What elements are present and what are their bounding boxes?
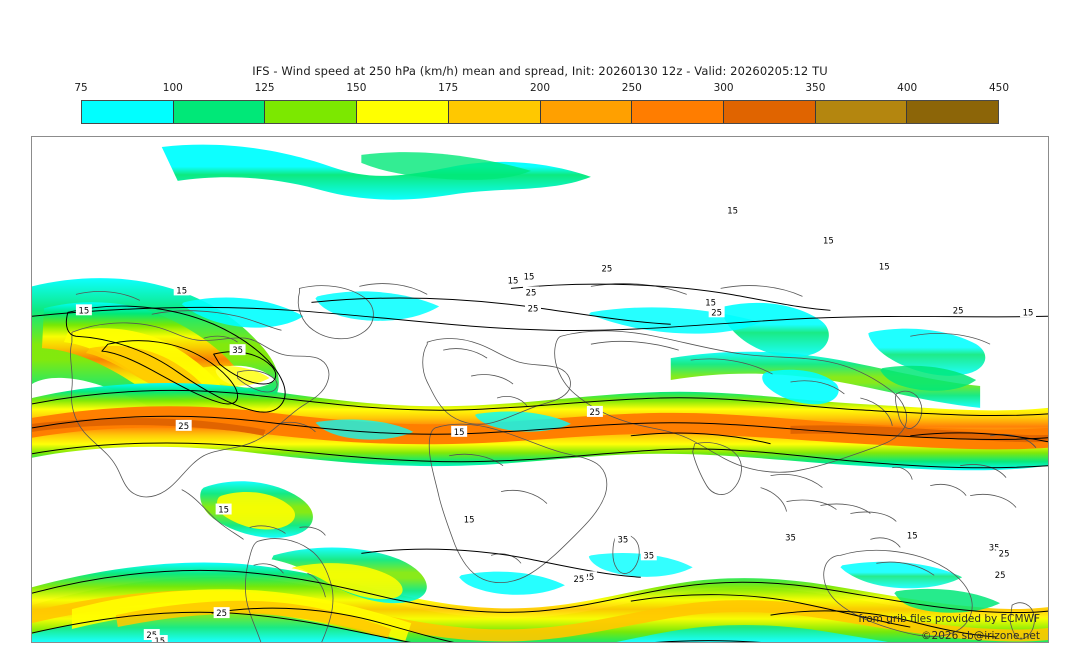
svg-text:25: 25 bbox=[711, 307, 722, 317]
colorbar-tick-100: 100 bbox=[162, 82, 183, 94]
credits-block: from grib files provided by ECMWF ©2026 … bbox=[858, 611, 1040, 644]
colorbar-tick-75: 75 bbox=[74, 82, 88, 94]
colorbar-segment-spring-green bbox=[172, 101, 265, 123]
svg-text:25: 25 bbox=[216, 608, 227, 618]
colorbar-tick-labels: 75 100 125 150 175 200 250 300 350 400 450 bbox=[74, 82, 1009, 98]
svg-text:25: 25 bbox=[999, 548, 1010, 558]
map-plot-area: 15 15 25 25 35 15 25 15 25 15 15 25 15 1… bbox=[31, 136, 1049, 643]
colorbar-segment-light-orange bbox=[539, 101, 632, 123]
colorbar-segment-amber bbox=[447, 101, 540, 123]
svg-text:35: 35 bbox=[785, 532, 796, 542]
colorbar-tick-200: 200 bbox=[529, 82, 551, 94]
svg-text:25: 25 bbox=[584, 572, 595, 582]
svg-text:35: 35 bbox=[232, 345, 243, 355]
svg-text:25: 25 bbox=[178, 421, 189, 431]
colorbar-tick-150: 150 bbox=[346, 82, 367, 94]
svg-text:25: 25 bbox=[953, 305, 964, 315]
svg-text:15: 15 bbox=[1023, 307, 1034, 317]
contour-labels: 15 15 25 25 35 15 25 15 25 15 15 25 15 1… bbox=[75, 204, 1037, 642]
colorbar-tick-350: 350 bbox=[805, 82, 826, 94]
colorbar-tick-125: 125 bbox=[254, 82, 275, 94]
colorbar-tick-300: 300 bbox=[713, 82, 734, 94]
svg-text:25: 25 bbox=[995, 570, 1006, 580]
colorbar-segment-chartreuse bbox=[264, 101, 357, 123]
svg-text:25: 25 bbox=[528, 303, 539, 313]
svg-text:15: 15 bbox=[508, 275, 519, 285]
svg-text:25: 25 bbox=[146, 630, 157, 640]
svg-text:15: 15 bbox=[464, 514, 475, 524]
svg-text:15: 15 bbox=[907, 530, 918, 540]
svg-text:25: 25 bbox=[526, 287, 537, 297]
colorbar-segment-dark-orange bbox=[722, 101, 815, 123]
svg-text:15: 15 bbox=[218, 505, 229, 515]
colorbar-gradient-bar bbox=[81, 100, 999, 124]
colorbar-segment-orange bbox=[631, 101, 723, 123]
svg-text:15: 15 bbox=[705, 297, 716, 307]
svg-text:25: 25 bbox=[574, 574, 585, 584]
colorbar-tick-450: 450 bbox=[988, 82, 1010, 94]
svg-text:35: 35 bbox=[643, 550, 654, 560]
svg-text:15: 15 bbox=[823, 236, 834, 246]
spread-contour-layer bbox=[32, 283, 1048, 642]
chart-title: IFS - Wind speed at 250 hPa (km/h) mean … bbox=[252, 64, 828, 78]
colorbar-segment-dark-gold bbox=[814, 101, 907, 123]
world-map-svg: 15 15 25 25 35 15 25 15 25 15 15 25 15 1… bbox=[32, 137, 1048, 642]
coastline-layer bbox=[70, 283, 1037, 642]
svg-text:35: 35 bbox=[617, 534, 628, 544]
svg-text:15: 15 bbox=[176, 285, 187, 295]
colorbar-segment-olive-brown bbox=[906, 101, 999, 123]
svg-text:15: 15 bbox=[154, 636, 165, 642]
data-source-text: from grib files provided by ECMWF bbox=[858, 613, 1040, 626]
colorbar-tick-175: 175 bbox=[438, 82, 459, 94]
colorbar-tick-400: 400 bbox=[897, 82, 918, 94]
svg-text:15: 15 bbox=[524, 271, 535, 281]
svg-text:15: 15 bbox=[879, 261, 890, 271]
colorbar-segment-cyan bbox=[82, 101, 173, 123]
svg-text:15: 15 bbox=[727, 206, 738, 216]
svg-text:15: 15 bbox=[454, 427, 465, 437]
svg-text:25: 25 bbox=[589, 407, 600, 417]
svg-text:35: 35 bbox=[989, 542, 1000, 552]
colorbar-segment-yellow bbox=[356, 101, 448, 123]
copyright-text: ©2026 sb@irizone.net bbox=[921, 629, 1040, 642]
svg-text:25: 25 bbox=[601, 263, 612, 273]
svg-text:15: 15 bbox=[79, 305, 90, 315]
colorbar-legend: 75 100 125 150 175 200 250 300 350 400 450 bbox=[74, 82, 1009, 124]
colorbar-tick-250: 250 bbox=[621, 82, 642, 94]
